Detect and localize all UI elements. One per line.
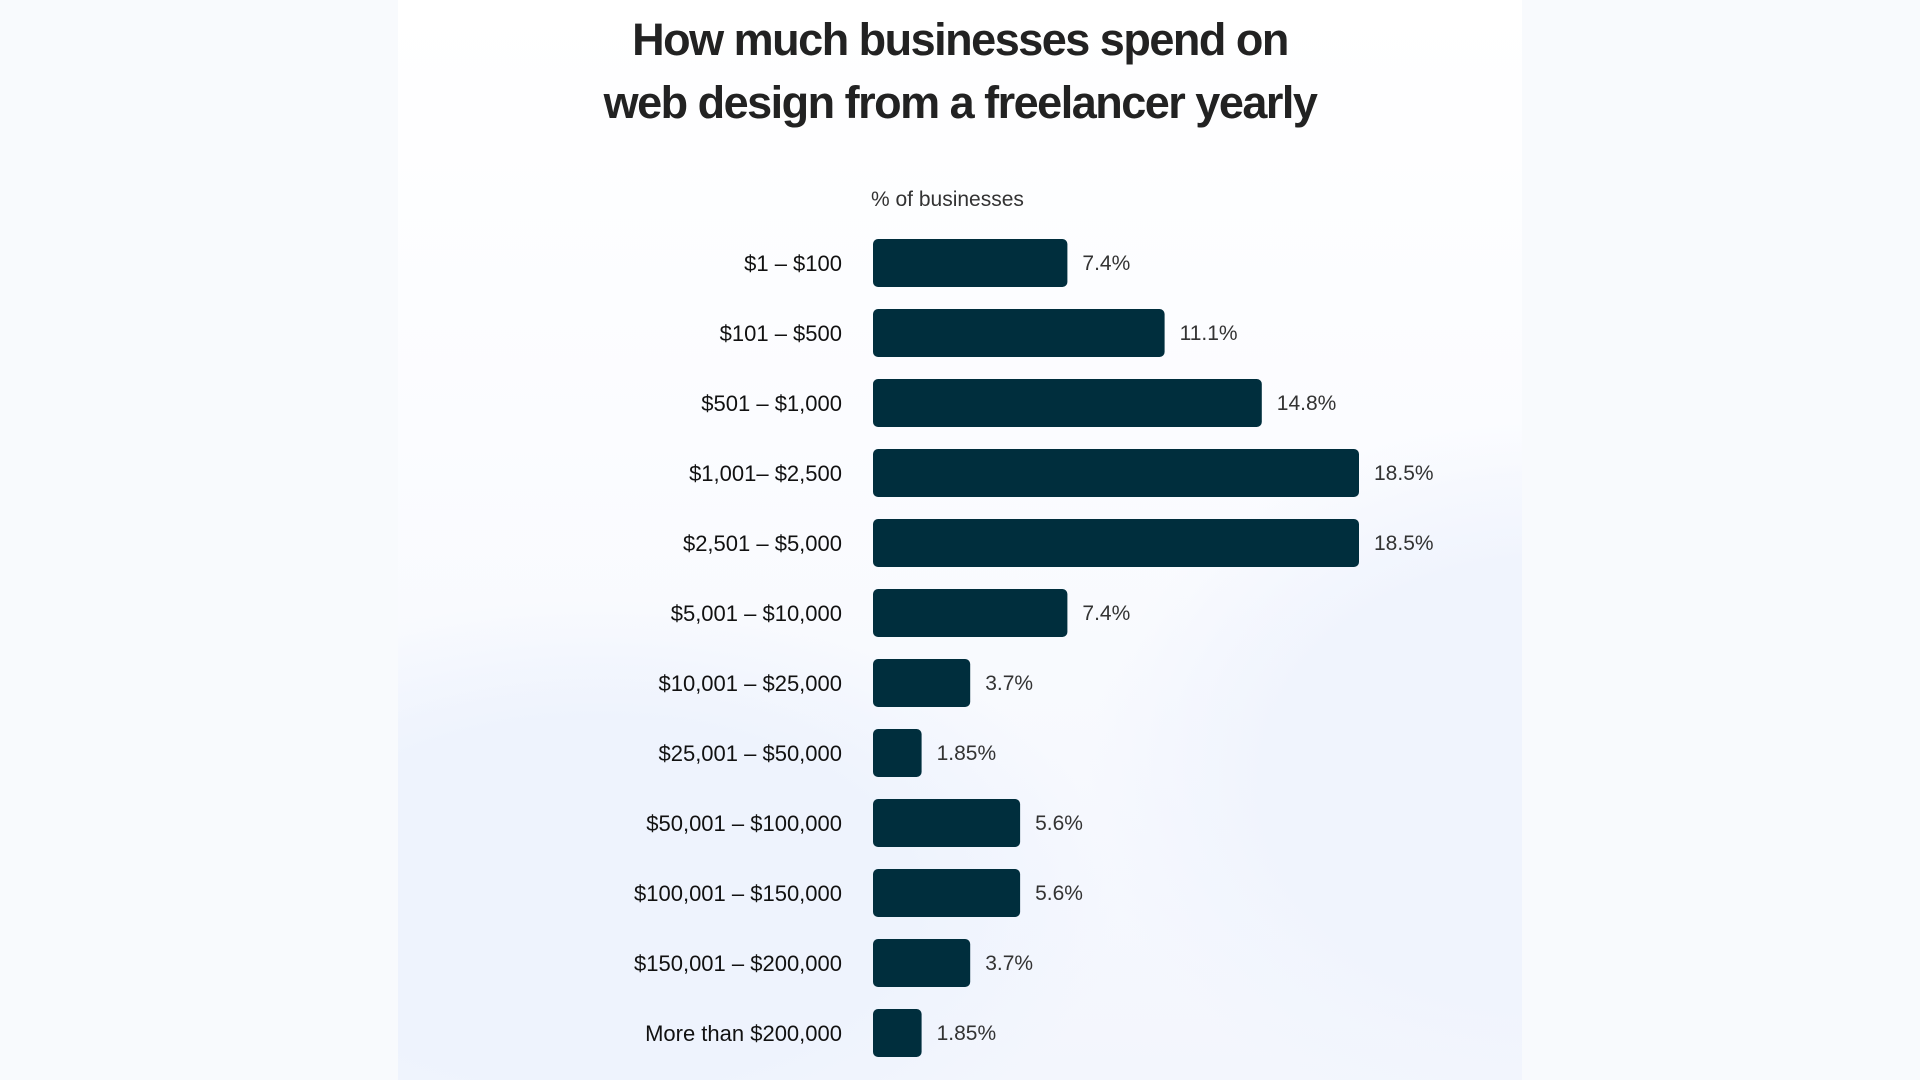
data-label: 1.85% (937, 1022, 997, 1045)
bar (873, 1009, 922, 1057)
bar (873, 799, 1021, 847)
data-label: 3.7% (985, 952, 1033, 975)
data-label: 7.4% (1082, 252, 1130, 275)
data-label: 5.6% (1035, 882, 1083, 905)
category-label: $10,001 – $25,000 (658, 671, 842, 696)
chart-title: How much businesses spend on web design … (398, 8, 1522, 134)
category-label: $50,001 – $100,000 (646, 811, 842, 836)
data-label: 1.85% (937, 742, 997, 765)
category-label: $100,001 – $150,000 (634, 881, 842, 906)
bar (873, 659, 971, 707)
bar (873, 589, 1068, 637)
bar (873, 449, 1359, 497)
x-axis-label: % of businesses (871, 188, 1024, 211)
title-line: How much businesses spend on (632, 14, 1289, 65)
category-label: $25,001 – $50,000 (658, 741, 842, 766)
data-label: 7.4% (1082, 602, 1130, 625)
data-label: 3.7% (985, 672, 1033, 695)
bar (873, 519, 1359, 567)
data-label: 14.8% (1277, 392, 1337, 415)
category-label: $501 – $1,000 (701, 391, 842, 416)
category-label: $1,001– $2,500 (689, 461, 842, 486)
category-label: $2,501 – $5,000 (683, 531, 842, 556)
data-label: 11.1% (1180, 322, 1238, 345)
bar (873, 309, 1165, 357)
category-label: More than $200,000 (645, 1021, 842, 1046)
bar (873, 729, 922, 777)
title-line: web design from a freelancer yearly (603, 77, 1318, 128)
data-label: 5.6% (1035, 812, 1083, 835)
category-label: $150,001 – $200,000 (634, 951, 842, 976)
category-label: $5,001 – $10,000 (671, 601, 842, 626)
bar (873, 379, 1262, 427)
bar (873, 239, 1068, 287)
data-label: 18.5% (1374, 462, 1434, 485)
category-label: $1 – $100 (744, 251, 842, 276)
bar (873, 869, 1021, 917)
bar (873, 939, 971, 987)
data-label: 18.5% (1374, 532, 1434, 555)
category-label: $101 – $500 (720, 321, 842, 346)
